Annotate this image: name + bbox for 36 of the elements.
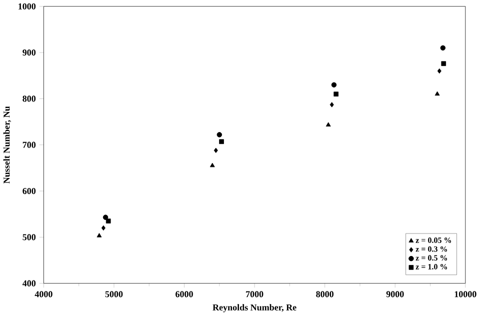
point [102,214,108,220]
point [326,122,331,127]
x-tick-label: 4000 [34,291,52,298]
x-tick-label: 10000 [454,291,476,298]
point [441,61,446,66]
x-tick-label: 6000 [176,291,193,298]
point [437,68,442,74]
point [106,218,111,224]
y-tick-label: 600 [22,188,36,194]
point [101,226,106,231]
x-tick-label: 9000 [386,291,404,298]
y-tick-label: 700 [22,142,36,148]
point [330,102,334,108]
legend-label: z = 0.3 % [416,246,447,252]
x-tick-label: 5000 [105,291,123,298]
x-tick-label: 7000 [246,291,264,298]
point [219,139,224,144]
y-tick-label: 500 [22,234,36,240]
y-tick-label: 1000 [18,4,36,10]
point [434,91,440,96]
legend-label: z = 0.5 % [416,255,447,261]
x-axis-title: Reynolds Number, Re [212,304,296,312]
point [334,92,338,97]
x-tick-label: 8000 [316,291,334,298]
point [96,233,102,238]
point [210,162,215,168]
y-tick-label: 900 [22,50,36,56]
point [331,82,337,88]
y-axis-title: Nusselt Number, Nu [3,106,11,184]
point [214,148,218,154]
legend-label: z = 1.0 % [416,264,447,270]
legend-label: z = 0.05 % [416,238,451,244]
y-tick-label: 400 [22,280,36,287]
point [216,132,222,138]
y-tick-label: 800 [22,96,36,102]
point [440,45,446,51]
